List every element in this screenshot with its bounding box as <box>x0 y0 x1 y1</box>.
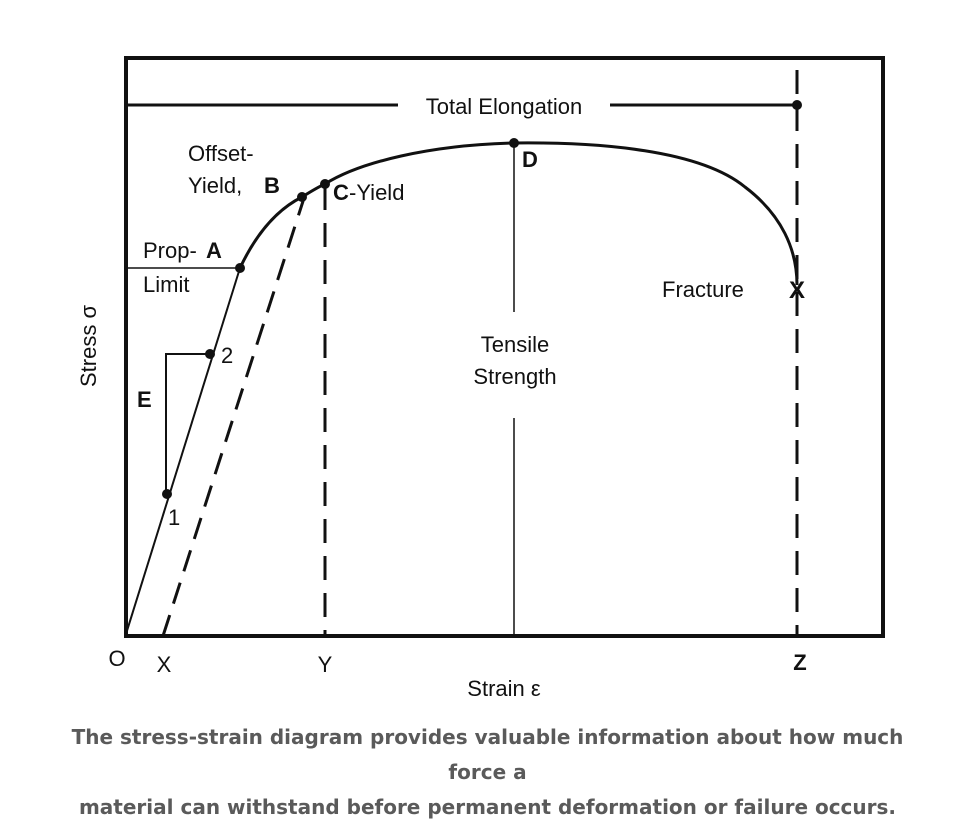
y-tick-label: Y <box>318 652 333 677</box>
figure-caption: The stress-strain diagram provides valua… <box>40 720 935 825</box>
offset-yield-label-line2: Yield, <box>188 173 242 198</box>
elastic-line <box>125 267 241 635</box>
offset-yield-letter: B <box>264 173 280 198</box>
point-b <box>297 192 307 202</box>
point-2-label: 2 <box>221 343 233 368</box>
point-1-label: 1 <box>168 505 180 530</box>
offset-dashed-line <box>161 194 307 637</box>
stress-strain-diagram: Total Elongation Offset- Yield, B C -Yie… <box>76 56 885 701</box>
plot-frame <box>124 56 885 638</box>
prop-limit-label-line1: Prop- <box>143 238 197 263</box>
point-a <box>235 263 245 273</box>
yield-letter: C <box>333 180 349 205</box>
yield-label: -Yield <box>349 180 404 205</box>
total-elongation-label: Total Elongation <box>426 94 583 119</box>
point-1 <box>162 489 172 499</box>
prop-limit-label-line2: Limit <box>143 272 189 297</box>
origin-label: O <box>108 646 125 671</box>
tensile-strength-label-line1: Tensile <box>481 332 549 357</box>
total-elongation-end-point <box>792 100 802 110</box>
offset-yield-label-line1: Offset- <box>188 141 254 166</box>
point-d <box>509 138 519 148</box>
point-d-label: D <box>522 147 538 172</box>
stress-axis-label: Stress σ <box>76 305 101 387</box>
strain-axis-label: Strain ε <box>467 676 541 701</box>
z-tick-label: Z <box>793 650 806 675</box>
modulus-bracket <box>165 353 209 492</box>
prop-limit-letter: A <box>206 238 222 263</box>
fracture-mark: X <box>789 277 805 304</box>
caption-line-1: The stress-strain diagram provides valua… <box>71 725 904 784</box>
x-tick-label: X <box>157 652 172 677</box>
point-c <box>320 179 330 189</box>
tensile-strength-label-line2: Strength <box>473 364 556 389</box>
modulus-label: E <box>137 387 152 412</box>
point-2 <box>205 349 215 359</box>
fracture-label: Fracture <box>662 277 744 302</box>
caption-line-2: material can withstand before permanent … <box>78 795 897 819</box>
